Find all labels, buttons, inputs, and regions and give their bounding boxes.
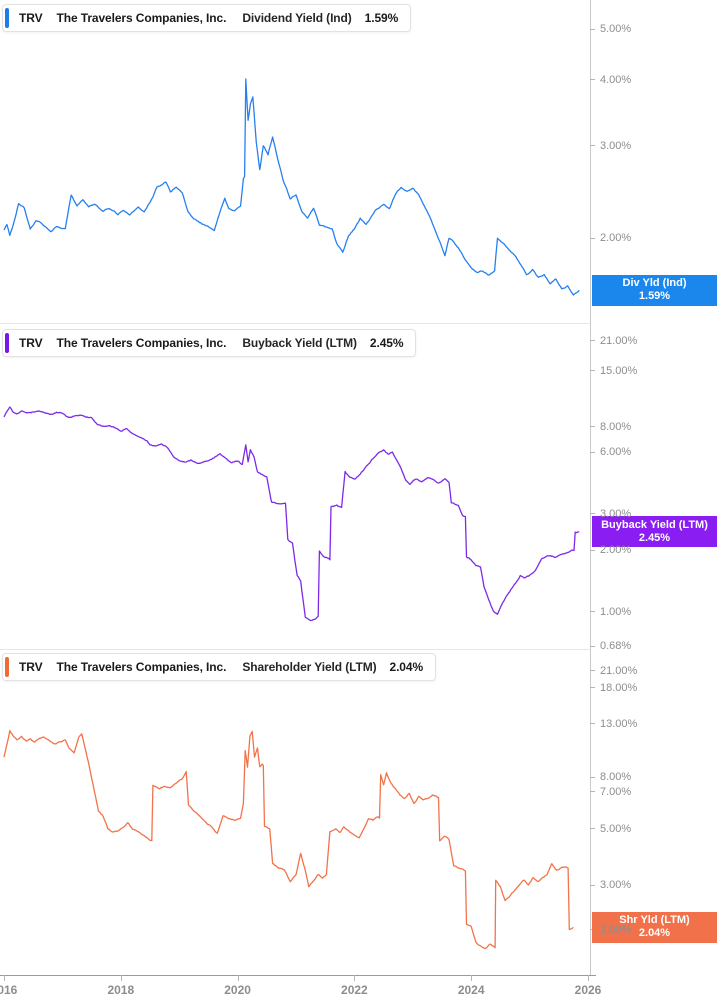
y-tick-label: 8.00% bbox=[600, 771, 632, 784]
badge-value: 1.59% bbox=[638, 290, 671, 303]
company-name-label: The Travelers Companies, Inc. bbox=[56, 660, 227, 674]
x-tick-label: 2018 bbox=[107, 983, 135, 997]
y-tick-label: 3.00% bbox=[600, 507, 632, 520]
y-tick-label: 18.00% bbox=[600, 681, 638, 694]
y-tick-label: 15.00% bbox=[600, 364, 638, 377]
shareholder-yield-last-value-badge: Shr Yld (LTM) 2.04% bbox=[592, 911, 717, 943]
x-tick-label: 2020 bbox=[224, 983, 251, 997]
buyback-yield-plot-area[interactable] bbox=[0, 324, 590, 649]
metric-name-label: Shareholder Yield (LTM) bbox=[242, 660, 377, 674]
series-accent-bar bbox=[5, 8, 9, 28]
x-tick-label: 2024 bbox=[457, 983, 485, 997]
y-tick-dash bbox=[590, 828, 595, 830]
y-tick-label: 7.00% bbox=[600, 785, 632, 798]
y-tick-label: 13.00% bbox=[600, 717, 638, 730]
y-tick-dash bbox=[590, 611, 595, 613]
y-tick-dash bbox=[590, 645, 595, 647]
series-accent-bar bbox=[5, 657, 9, 677]
company-name-label: The Travelers Companies, Inc. bbox=[56, 336, 227, 350]
badge-value: 2.04% bbox=[638, 927, 671, 940]
y-tick-label: 21.00% bbox=[600, 334, 638, 347]
x-tick-label: 2026 bbox=[574, 983, 602, 997]
y-tick-label: 5.00% bbox=[600, 23, 632, 36]
y-tick-dash bbox=[590, 145, 595, 147]
company-name-label: The Travelers Companies, Inc. bbox=[56, 11, 227, 25]
series-accent-bar bbox=[5, 333, 9, 353]
y-tick-label: 2.00% bbox=[600, 232, 632, 244]
badge-value: 2.45% bbox=[638, 531, 671, 544]
y-tick-label: 2.00% bbox=[600, 923, 632, 936]
dividend-yield-series-header[interactable]: TRV The Travelers Companies, Inc. Divide… bbox=[2, 4, 412, 32]
y-tick-label: 2.00% bbox=[600, 544, 632, 556]
y-tick-label: 5.00% bbox=[600, 822, 632, 835]
x-tick-dash bbox=[354, 975, 356, 981]
series-line-2 bbox=[3, 730, 574, 950]
series-line-0 bbox=[3, 78, 580, 296]
dividend-yield-last-value-badge: Div Yld (Ind) 1.59% bbox=[592, 274, 717, 306]
buyback-yield-last-value-badge: Buyback Yield (LTM) 2.45% bbox=[592, 516, 717, 548]
x-axis-line bbox=[0, 975, 596, 976]
y-tick-label: 0.68% bbox=[600, 640, 632, 652]
ticker-label: TRV bbox=[19, 11, 43, 25]
x-tick-dash bbox=[120, 975, 122, 981]
y-tick-dash bbox=[590, 28, 595, 30]
y-tick-label: 3.00% bbox=[600, 139, 632, 152]
y-tick-label: 3.00% bbox=[600, 879, 632, 891]
y-tick-label: 21.00% bbox=[600, 664, 638, 677]
y-tick-dash bbox=[590, 79, 595, 81]
buyback-yield-series-header[interactable]: TRV The Travelers Companies, Inc. Buybac… bbox=[2, 329, 417, 357]
y-tick-dash bbox=[590, 370, 595, 372]
badge-label: Div Yld (Ind) bbox=[622, 277, 687, 290]
metric-value-label: 2.04% bbox=[389, 660, 424, 674]
y-tick-dash bbox=[590, 237, 595, 239]
y-tick-dash bbox=[590, 426, 595, 428]
x-tick-label: 2016 bbox=[0, 983, 18, 997]
right-axis-border bbox=[590, 0, 591, 975]
x-tick-dash bbox=[588, 975, 589, 981]
panel-divider bbox=[0, 649, 590, 650]
y-tick-dash bbox=[590, 776, 595, 778]
metric-value-label: 2.45% bbox=[369, 336, 404, 350]
x-tick-dash bbox=[471, 975, 473, 981]
shareholder-yield-plot-area[interactable] bbox=[0, 650, 590, 975]
shareholder-yield-series-header[interactable]: TRV The Travelers Companies, Inc. Shareh… bbox=[2, 653, 437, 681]
y-tick-label: 1.00% bbox=[600, 605, 632, 618]
y-tick-label: 8.00% bbox=[600, 420, 632, 433]
ticker-label: TRV bbox=[19, 660, 43, 674]
x-tick-label: 2022 bbox=[341, 983, 368, 997]
y-tick-dash bbox=[590, 451, 595, 453]
y-tick-dash bbox=[590, 549, 595, 551]
y-tick-dash bbox=[590, 687, 595, 689]
panel-divider bbox=[0, 323, 590, 324]
y-tick-dash bbox=[590, 791, 595, 793]
x-tick-dash bbox=[237, 975, 239, 981]
x-tick-dash bbox=[4, 975, 5, 981]
y-tick-dash bbox=[590, 513, 595, 515]
y-tick-label: 6.00% bbox=[600, 446, 632, 459]
metric-name-label: Buyback Yield (LTM) bbox=[242, 336, 357, 350]
y-tick-dash bbox=[590, 340, 595, 342]
metric-name-label: Dividend Yield (Ind) bbox=[242, 11, 352, 25]
ticker-label: TRV bbox=[19, 336, 43, 350]
badge-label: Shr Yld (LTM) bbox=[619, 914, 690, 927]
y-tick-label: 4.00% bbox=[600, 73, 632, 86]
y-tick-dash bbox=[590, 670, 595, 672]
series-line-1 bbox=[3, 406, 580, 622]
y-tick-dash bbox=[590, 884, 595, 886]
y-tick-dash bbox=[590, 723, 595, 725]
badge-label: Buyback Yield (LTM) bbox=[601, 518, 708, 531]
dividend-yield-plot-area[interactable] bbox=[0, 0, 590, 323]
metric-value-label: 1.59% bbox=[364, 11, 399, 25]
